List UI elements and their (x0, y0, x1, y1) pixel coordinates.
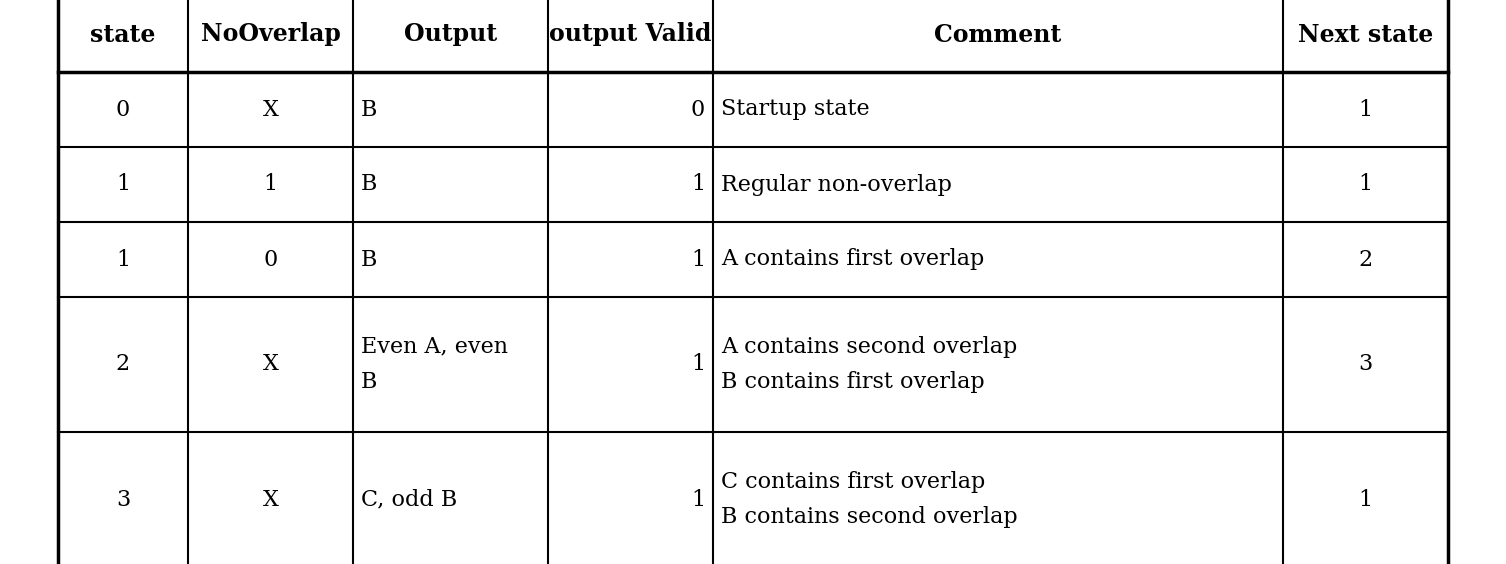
Text: Comment: Comment (934, 23, 1062, 46)
Text: 0: 0 (691, 99, 705, 121)
Text: 1: 1 (691, 174, 705, 196)
Text: C, odd B: C, odd B (361, 488, 458, 510)
Text: 2: 2 (116, 354, 130, 376)
Text: 1: 1 (116, 174, 130, 196)
Text: A contains second overlap
B contains first overlap: A contains second overlap B contains fir… (721, 336, 1017, 393)
Text: NoOverlap: NoOverlap (200, 23, 340, 46)
Text: 2: 2 (1358, 249, 1372, 271)
Text: C contains first overlap
B contains second overlap: C contains first overlap B contains seco… (721, 471, 1018, 528)
Text: Output: Output (404, 23, 497, 46)
Text: 1: 1 (1358, 99, 1372, 121)
Text: B: B (361, 99, 378, 121)
Text: output Valid: output Valid (550, 23, 712, 46)
Text: Startup state: Startup state (721, 99, 869, 121)
Text: 1: 1 (691, 488, 705, 510)
Text: 1: 1 (116, 249, 130, 271)
Text: 1: 1 (1358, 174, 1372, 196)
Text: state: state (90, 23, 155, 46)
Text: X: X (262, 488, 279, 510)
Text: X: X (262, 99, 279, 121)
Text: 3: 3 (1358, 354, 1372, 376)
Text: 3: 3 (116, 488, 130, 510)
Text: B: B (361, 174, 378, 196)
Text: 0: 0 (116, 99, 130, 121)
Text: Next state: Next state (1298, 23, 1434, 46)
Text: Even A, even
B: Even A, even B (361, 336, 508, 393)
Text: A contains first overlap: A contains first overlap (721, 249, 985, 271)
Text: 0: 0 (264, 249, 277, 271)
Text: Regular non-overlap: Regular non-overlap (721, 174, 952, 196)
Text: 1: 1 (264, 174, 277, 196)
Text: B: B (361, 249, 378, 271)
Text: 1: 1 (691, 249, 705, 271)
Text: X: X (262, 354, 279, 376)
Text: 1: 1 (691, 354, 705, 376)
Text: 1: 1 (1358, 488, 1372, 510)
